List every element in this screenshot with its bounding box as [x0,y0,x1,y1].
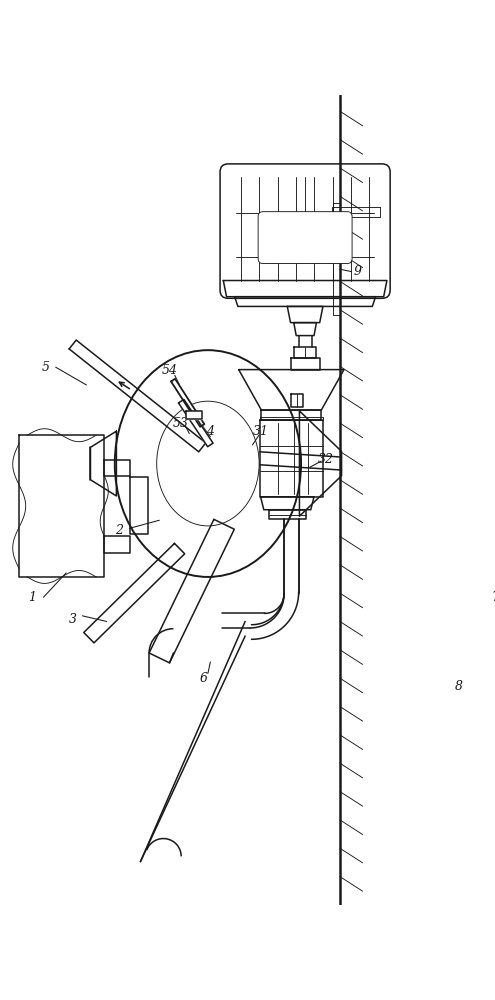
Text: 1: 1 [28,591,36,604]
Polygon shape [223,281,387,297]
Text: 7: 7 [492,591,495,604]
Polygon shape [149,519,234,663]
Polygon shape [69,340,206,452]
Polygon shape [130,477,148,534]
Polygon shape [19,435,104,577]
Text: 53: 53 [173,417,189,430]
FancyBboxPatch shape [220,164,390,298]
Text: 3: 3 [69,613,77,626]
Polygon shape [171,379,204,427]
Text: 6: 6 [200,672,208,685]
FancyBboxPatch shape [258,212,352,264]
Polygon shape [186,411,202,419]
Text: 2: 2 [115,524,123,537]
Polygon shape [269,510,306,519]
Text: 54: 54 [162,364,178,377]
Polygon shape [104,460,130,476]
Text: 8: 8 [455,680,463,693]
Polygon shape [334,203,340,315]
Text: 9: 9 [354,265,362,278]
Polygon shape [260,497,314,510]
Polygon shape [91,431,116,496]
Polygon shape [260,417,323,420]
Polygon shape [291,358,320,370]
Polygon shape [287,306,323,323]
Text: 32: 32 [317,453,333,466]
Text: 5: 5 [42,361,50,374]
Polygon shape [179,399,213,447]
Polygon shape [294,347,316,358]
Text: 4: 4 [206,425,214,438]
Polygon shape [261,410,321,420]
Polygon shape [332,207,381,217]
Polygon shape [260,420,323,497]
Polygon shape [294,323,316,336]
Polygon shape [291,394,303,407]
Text: 31: 31 [252,425,269,438]
Polygon shape [235,297,376,306]
Polygon shape [299,411,342,516]
Polygon shape [104,536,130,553]
Polygon shape [84,543,185,643]
Polygon shape [239,370,344,410]
